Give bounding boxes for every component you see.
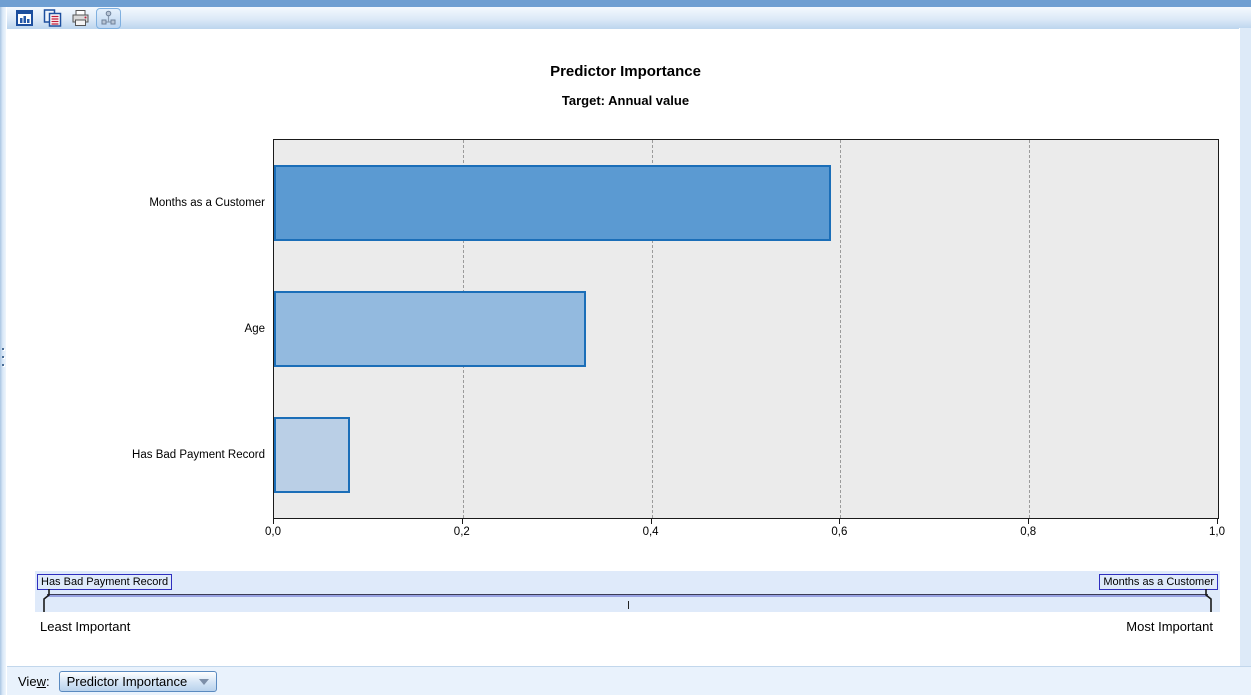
- splitter-grip-dot: [2, 364, 4, 366]
- slider-center-tick: [627, 601, 629, 609]
- gridline: [651, 140, 653, 518]
- least-important-label: Least Important: [40, 619, 131, 634]
- x-axis-tick-label: 1,0: [1209, 526, 1225, 538]
- slider-track[interactable]: [47, 594, 1208, 597]
- toolbar: [7, 7, 1251, 29]
- print-icon[interactable]: [68, 8, 93, 29]
- chevron-down-icon: [199, 679, 210, 685]
- view-dropdown-value: Predictor Importance: [66, 673, 188, 689]
- importance-slider[interactable]: Has Bad Payment Record Months as a Custo…: [35, 571, 1220, 612]
- view-bar: View: Predictor Importance: [7, 666, 1251, 695]
- x-axis-tick: [273, 519, 274, 524]
- most-important-label: Most Important: [1126, 619, 1213, 634]
- slider-min-flag[interactable]: Has Bad Payment Record: [37, 574, 173, 590]
- x-axis-tick-label: 0,8: [1020, 526, 1037, 538]
- y-axis-label: Has Bad Payment Record: [132, 449, 265, 461]
- x-axis-tick-label: 0,6: [831, 526, 848, 538]
- chart-thumbnail-icon[interactable]: [12, 8, 37, 29]
- x-axis-tick-label: 0,4: [642, 526, 659, 538]
- plot-area: [273, 139, 1219, 519]
- chart-subtitle: Target: Annual value: [561, 93, 690, 108]
- window-top-border: [0, 0, 1251, 7]
- x-axis-tick-label: 0,2: [453, 526, 470, 538]
- x-axis-tick-label: 0,0: [265, 526, 281, 538]
- splitter-grip-dot: [2, 348, 4, 350]
- gridline: [840, 140, 842, 518]
- copy-table-icon[interactable]: [40, 8, 65, 29]
- bar-age[interactable]: [274, 291, 586, 367]
- chart-title: Predictor Importance: [550, 63, 701, 80]
- x-axis-tick: [1217, 519, 1218, 524]
- x-axis-tick: [839, 519, 841, 524]
- x-axis: 0,0 0,2 0,4 0,6 0,8 1,0: [265, 519, 1225, 549]
- left-splitter[interactable]: [0, 7, 7, 695]
- slider-left-handle-icon[interactable]: [41, 589, 53, 613]
- y-axis-label: Months as a Customer: [149, 197, 265, 209]
- bar-has-bad-payment-record[interactable]: [274, 417, 350, 493]
- y-axis-labels: Months as a Customer Age Has Bad Payment R…: [0, 139, 265, 519]
- x-axis-tick: [650, 519, 652, 524]
- x-axis-tick: [1028, 519, 1030, 524]
- view-dropdown[interactable]: Predictor Importance: [58, 670, 218, 692]
- stream-graph-icon[interactable]: [96, 7, 121, 29]
- slider-max-flag[interactable]: Months as a Customer: [1099, 574, 1218, 590]
- bar-months-as-a-customer[interactable]: [274, 165, 831, 241]
- y-axis-label: Age: [244, 323, 265, 335]
- splitter-grip-dot: [2, 356, 4, 358]
- x-axis-tick: [461, 519, 463, 524]
- right-window-border: [1239, 28, 1251, 695]
- view-label: View:: [18, 673, 50, 689]
- slider-right-handle-icon[interactable]: [1202, 589, 1214, 613]
- gridline: [1029, 140, 1031, 518]
